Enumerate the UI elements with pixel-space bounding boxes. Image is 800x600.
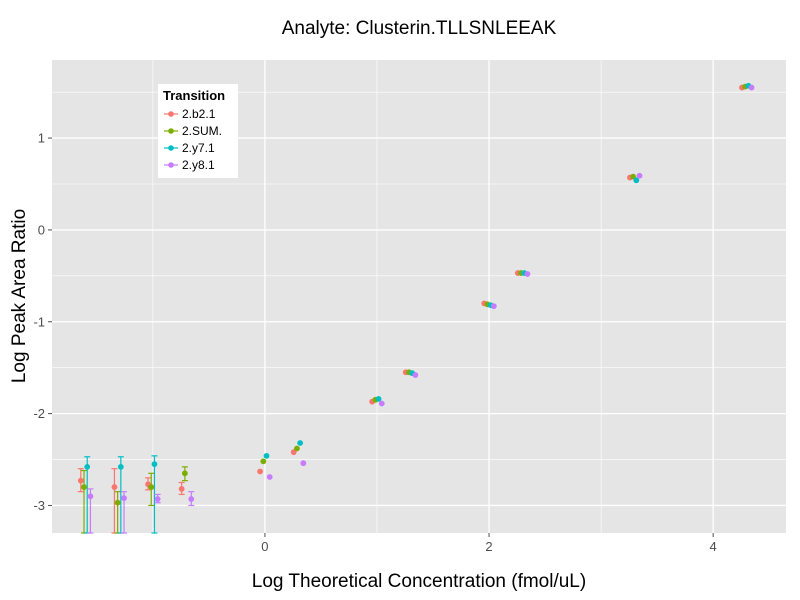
data-point <box>294 445 300 452</box>
legend-label: 2.b2.1 <box>182 107 216 121</box>
y-tick-label: -3 <box>33 498 45 513</box>
data-point <box>300 460 307 467</box>
data-point <box>84 463 91 470</box>
x-tick-label: 0 <box>261 539 268 554</box>
data-point <box>151 461 158 468</box>
legend-label: 2.SUM. <box>182 124 222 138</box>
data-point <box>412 372 419 378</box>
data-point <box>378 400 385 407</box>
y-axis-title: Log Peak Area Ratio <box>9 209 30 383</box>
data-point <box>260 458 267 465</box>
chart-title: Analyte: Clusterin.TLLSNLEEAK <box>282 18 557 39</box>
x-axis-title: Log Theoretical Concentration (fmol/uL) <box>252 571 586 592</box>
legend-entries: 2.b2.1 2.SUM. 2.y7.1 2.y8.1 <box>164 107 222 172</box>
data-point <box>154 496 161 502</box>
x-tick-label: 4 <box>710 539 717 554</box>
legend-title: Transition <box>163 88 225 103</box>
data-point <box>263 452 270 459</box>
legend-label: 2.y8.1 <box>182 158 215 172</box>
data-point <box>490 303 497 310</box>
x-tick-label: 2 <box>485 539 492 554</box>
data-point <box>117 463 124 470</box>
data-point <box>257 468 264 475</box>
data-point <box>81 484 87 490</box>
legend-label: 2.y7.1 <box>182 141 215 155</box>
data-point <box>77 477 84 484</box>
y-tick-label: -2 <box>33 406 45 421</box>
legend-key-point <box>168 162 174 168</box>
data-point <box>636 172 643 179</box>
data-point <box>266 474 273 480</box>
data-point <box>633 177 640 184</box>
legend-key-point <box>168 111 174 117</box>
data-point <box>121 495 127 501</box>
data-points <box>77 82 755 506</box>
data-point <box>297 440 304 446</box>
axis-ticks: 0 2 4 -3 -2 -1 0 1 <box>33 131 716 554</box>
data-point <box>375 396 382 402</box>
y-tick-label: 1 <box>38 131 45 146</box>
data-point <box>524 271 531 277</box>
data-point <box>87 493 94 500</box>
legend: Transition 2.b2.1 2.SUM. 2.y7.1 2.y8.1 <box>158 84 238 178</box>
data-point <box>148 484 155 490</box>
legend-key-point <box>168 145 174 151</box>
y-tick-label: 0 <box>38 222 45 237</box>
data-point <box>188 496 195 502</box>
data-point <box>748 84 755 91</box>
data-point <box>178 486 185 492</box>
data-point <box>181 470 188 477</box>
y-tick-label: -1 <box>33 314 45 329</box>
data-point <box>114 499 121 506</box>
legend-key-point <box>168 128 174 134</box>
data-point <box>111 484 118 490</box>
